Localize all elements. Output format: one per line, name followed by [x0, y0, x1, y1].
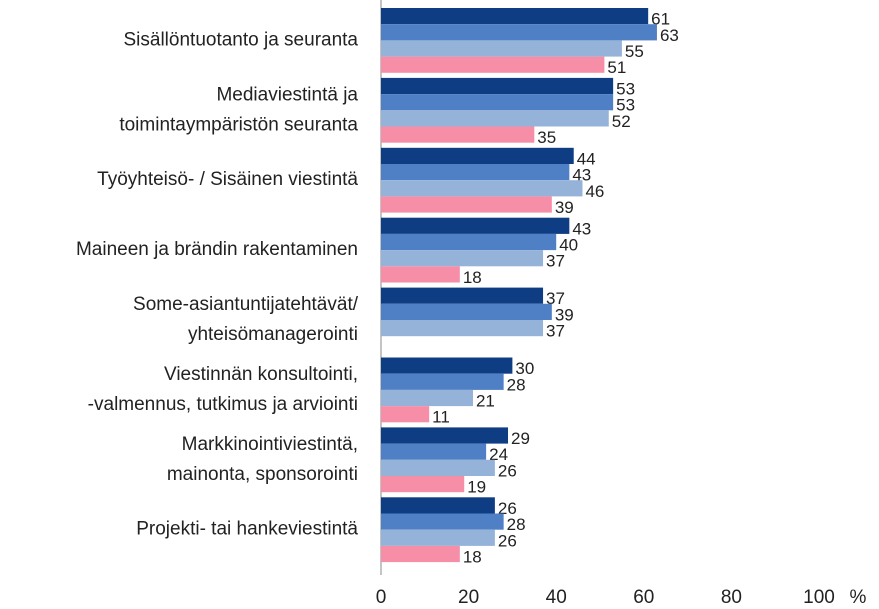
value-label: 55: [625, 42, 644, 61]
value-label: 63: [660, 26, 679, 45]
category-label: Mediaviestintä ja toimintaympäristön seur…: [119, 84, 358, 135]
bar: [381, 40, 622, 57]
bar: [381, 110, 609, 127]
value-label: 43: [572, 166, 591, 185]
bar: [381, 373, 504, 390]
bar: [381, 56, 605, 73]
x-axis-label: %: [850, 587, 867, 608]
bar: [381, 406, 430, 423]
value-label: 21: [476, 391, 495, 410]
bar: [381, 180, 583, 197]
bar: [381, 147, 574, 164]
value-label: 37: [546, 252, 565, 271]
bar: [381, 476, 465, 493]
bar: [381, 266, 460, 283]
value-label: 37: [546, 289, 565, 308]
bar: [381, 287, 544, 304]
bar: [381, 250, 544, 267]
value-label: 26: [498, 461, 517, 480]
value-label: 40: [559, 235, 578, 254]
category-label: Markkinointiviestintä, mainonta, sponsoro…: [167, 434, 358, 485]
bar: [381, 94, 614, 111]
bar: [381, 303, 552, 320]
value-label: 19: [467, 478, 486, 497]
bar: [381, 357, 513, 374]
value-label: 39: [555, 198, 574, 217]
bar: [381, 233, 557, 251]
value-label: 24: [489, 445, 508, 464]
category-label: Maineen ja brändin rakentaminen: [76, 239, 358, 260]
value-label: 28: [507, 515, 526, 534]
bar: [381, 320, 544, 337]
value-label: 26: [498, 499, 517, 518]
bar: [381, 545, 460, 563]
bar: [381, 513, 504, 530]
value-label: 46: [585, 182, 604, 201]
category-label: Viestinnän konsultointi, -valmennus, tutk…: [88, 364, 358, 415]
bar: [381, 389, 473, 407]
value-label: 43: [572, 219, 591, 238]
value-label: 30: [515, 359, 534, 378]
value-label: 37: [546, 322, 565, 341]
bar: [381, 77, 614, 95]
bar: [381, 217, 570, 234]
value-label: 26: [498, 531, 517, 550]
bar: [381, 459, 495, 476]
bar: [381, 126, 535, 143]
value-label: 53: [616, 96, 635, 115]
value-label: 18: [463, 268, 482, 287]
bar: [381, 497, 495, 514]
category-label: Sisällöntuotanto ja seuranta: [124, 29, 359, 50]
value-label: 61: [651, 10, 670, 29]
value-label: 53: [616, 79, 635, 98]
x-tick-label: 80: [721, 587, 742, 608]
x-tick-label: 100: [803, 587, 835, 608]
value-label: 44: [577, 149, 596, 168]
value-label: 28: [507, 375, 526, 394]
category-label: Some-asiantuntijatehtävät/yhteisömanager…: [133, 294, 359, 345]
bar: [381, 8, 649, 25]
category-label: Projekti- tai hankeviestintä: [136, 519, 358, 540]
bar: [381, 24, 657, 41]
x-tick-label: 20: [458, 587, 479, 608]
bar: [381, 443, 487, 460]
x-tick-label: 0: [376, 587, 387, 608]
value-label: 51: [607, 58, 626, 77]
value-label: 52: [612, 112, 631, 131]
x-tick-label: 40: [546, 587, 567, 608]
value-label: 29: [511, 429, 530, 448]
bar: [381, 529, 495, 546]
bar: [381, 427, 509, 444]
bar: [381, 196, 552, 213]
value-label: 35: [537, 128, 556, 147]
x-tick-label: 60: [633, 587, 654, 608]
value-label: 18: [463, 547, 482, 566]
value-label: 39: [555, 305, 574, 324]
value-label: 11: [432, 408, 450, 427]
category-label: Työyhteisö- / Sisäinen viestintä: [97, 169, 358, 190]
bar: [381, 164, 570, 181]
